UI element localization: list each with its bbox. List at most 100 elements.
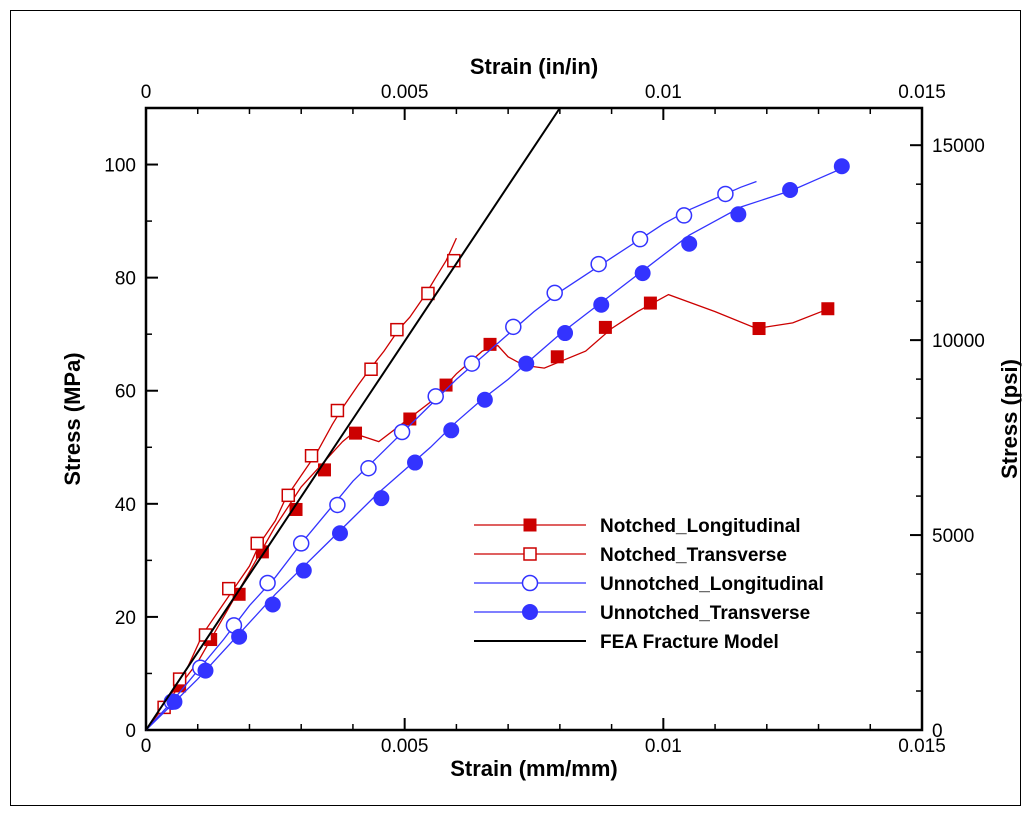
y-tick-label: 80 [115, 269, 136, 290]
x-tick-label: 0.015 [898, 736, 946, 757]
legend-entry-fea-fracture-model: FEA Fracture Model [474, 632, 779, 653]
data-point-notched-longitudinal [752, 322, 766, 336]
data-point-notched-longitudinal [598, 320, 612, 334]
data-point-unnotched-longitudinal [717, 185, 734, 203]
data-point-notched-transverse [421, 286, 435, 301]
y-axis-title: Stress (MPa) [60, 352, 85, 485]
data-point-unnotched-transverse [295, 562, 312, 579]
data-point-unnotched-transverse [833, 158, 850, 175]
y-tick-label: 60 [115, 382, 136, 403]
series-notched-longitudinal [145, 293, 835, 731]
data-point-unnotched-transverse [443, 422, 460, 439]
legend-entry-notched-longitudinal: Notched_Longitudinal [474, 516, 801, 537]
data-point-unnotched-transverse [407, 454, 424, 471]
axis-ticks [145, 108, 923, 731]
x-tick-label: 0.005 [381, 736, 429, 757]
data-point-notched-transverse [250, 536, 264, 551]
y-tick-label: 0 [125, 721, 136, 742]
x-axis-title: Strain (mm/mm) [450, 756, 617, 781]
legend-marker [522, 604, 538, 620]
data-point-unnotched-longitudinal [427, 388, 444, 405]
data-point-notched-longitudinal [403, 412, 417, 426]
y-tick-label: 100 [104, 156, 136, 177]
series-line-unnotched-transverse [145, 166, 845, 731]
x2-tick-label: 0.005 [381, 82, 429, 103]
legend-label: Unnotched_Transverse [600, 603, 810, 624]
figure-frame [10, 10, 1021, 806]
data-point-unnotched-longitudinal [329, 496, 346, 514]
data-point-notched-transverse [304, 449, 319, 463]
y-tick-label: 40 [115, 495, 136, 516]
data-point-unnotched-longitudinal [292, 535, 310, 552]
series-line-notched-transverse [145, 237, 457, 731]
data-point-notched-transverse [330, 403, 345, 418]
axis-tick-labels: 000.0050.0050.010.010.0150.0150204060801… [104, 82, 985, 757]
data-point-unnotched-longitudinal [505, 318, 522, 336]
data-point-notched-transverse [281, 488, 296, 503]
y2-tick-label: 0 [932, 721, 943, 742]
data-point-notched-longitudinal [821, 302, 835, 316]
data-point-unnotched-longitudinal [675, 207, 693, 224]
data-point-unnotched-longitudinal [360, 459, 377, 477]
series-fea-fracture-model [145, 107, 561, 731]
y2-tick-label: 5000 [932, 526, 974, 547]
x2-axis-title: Strain (in/in) [470, 54, 598, 79]
legend-label: Notched_Transverse [600, 545, 787, 566]
data-point-unnotched-transverse [681, 235, 698, 252]
legend-entry-notched-transverse: Notched_Transverse [474, 545, 787, 566]
data-point-unnotched-longitudinal [259, 574, 276, 592]
data-point-notched-longitudinal [439, 378, 453, 392]
data-point-notched-longitudinal [317, 463, 331, 477]
legend-label: Unnotched_Longitudinal [600, 574, 824, 595]
legend-marker [523, 547, 537, 561]
x-tick-label: 0 [141, 736, 152, 757]
data-point-unnotched-transverse [231, 628, 248, 645]
legend-marker [523, 518, 537, 532]
data-point-unnotched-longitudinal [631, 230, 649, 248]
y2-tick-label: 10000 [932, 331, 985, 352]
legend-entry-unnotched-transverse: Unnotched_Transverse [474, 603, 810, 624]
x2-tick-label: 0.015 [898, 82, 946, 103]
data-point-notched-longitudinal [643, 296, 657, 310]
data-point-notched-transverse [390, 322, 404, 337]
data-point-unnotched-transverse [634, 265, 651, 282]
data-point-unnotched-transverse [476, 391, 493, 408]
legend: Notched_Longitudinal Notched_Transverse Un… [474, 516, 824, 653]
data-point-unnotched-transverse [730, 206, 747, 223]
y-tick-label: 20 [115, 608, 136, 629]
series-line-fea-fracture-model [145, 107, 561, 731]
x2-tick-label: 0.01 [645, 82, 682, 103]
data-point-notched-longitudinal [349, 426, 363, 440]
x-tick-label: 0.01 [645, 736, 682, 757]
x2-tick-label: 0 [141, 82, 152, 103]
y2-tick-label: 15000 [932, 136, 985, 157]
data-point-unnotched-transverse [593, 296, 610, 313]
data-point-notched-longitudinal [550, 350, 564, 364]
legend-label: FEA Fracture Model [600, 632, 779, 653]
series-layer [145, 107, 850, 731]
y2-axis-title: Stress (psi) [997, 359, 1022, 479]
data-point-unnotched-transverse [557, 325, 574, 342]
data-point-unnotched-transverse [518, 355, 535, 372]
data-point-unnotched-transverse [264, 596, 281, 613]
series-line-unnotched-longitudinal [145, 180, 757, 731]
data-point-unnotched-transverse [373, 490, 390, 507]
legend-marker [521, 574, 539, 592]
series-line-notched-longitudinal [145, 293, 830, 731]
plot-area-border [144, 106, 924, 732]
series-unnotched-transverse [145, 158, 850, 731]
legend-label: Notched_Longitudinal [600, 516, 801, 537]
data-point-notched-transverse [364, 362, 378, 376]
data-point-unnotched-longitudinal [546, 284, 563, 302]
data-point-unnotched-transverse [197, 662, 214, 679]
data-point-unnotched-longitudinal [463, 355, 481, 372]
legend-entry-unnotched-longitudinal: Unnotched_Longitudinal [474, 574, 824, 595]
data-point-unnotched-longitudinal [393, 423, 411, 441]
data-point-unnotched-transverse [332, 525, 348, 542]
data-point-unnotched-longitudinal [590, 255, 607, 273]
data-point-unnotched-transverse [782, 181, 799, 198]
data-point-unnotched-transverse [166, 693, 183, 710]
series-notched-transverse [145, 237, 461, 731]
data-point-notched-transverse [222, 581, 236, 596]
